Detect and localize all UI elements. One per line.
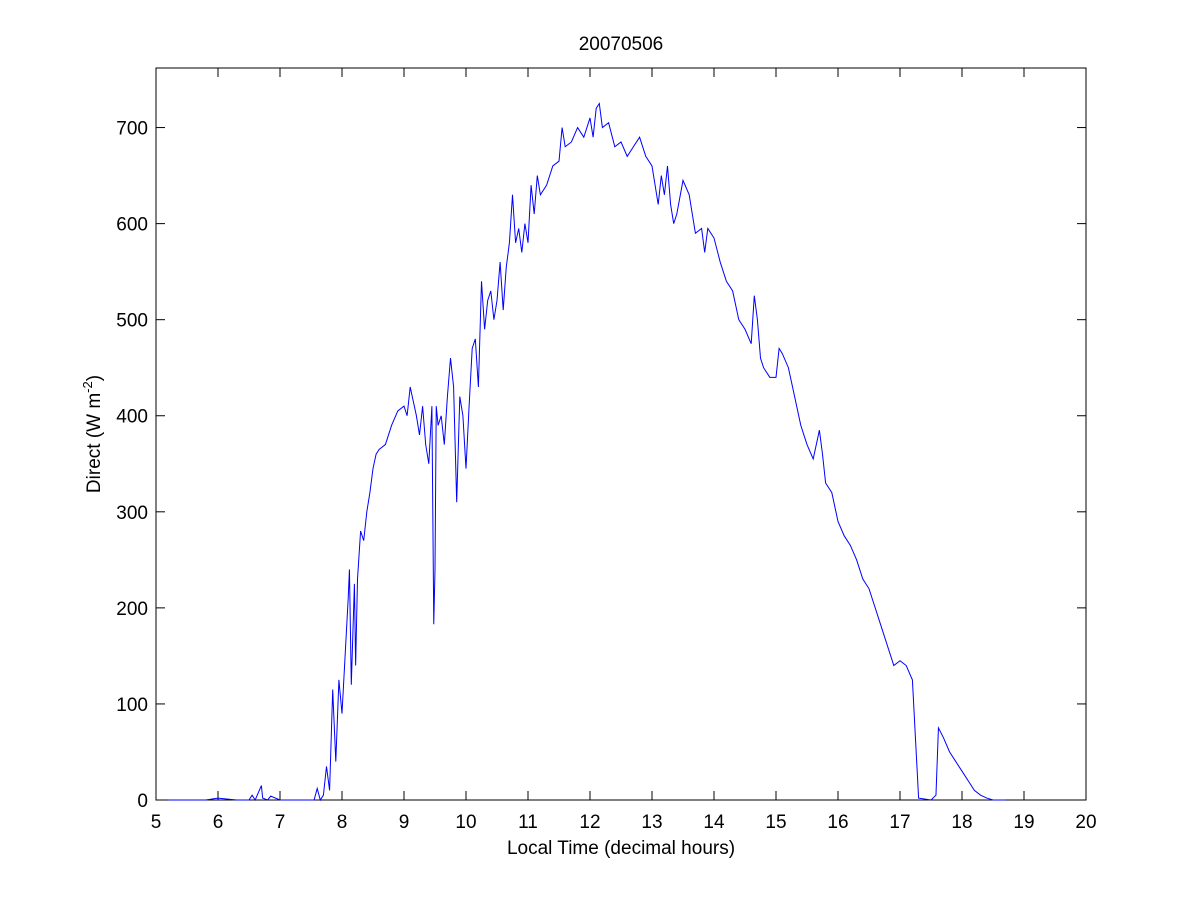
chart-title: 20070506 bbox=[579, 34, 664, 55]
x-tick-label: 15 bbox=[765, 812, 786, 833]
x-tick-label: 19 bbox=[1013, 812, 1034, 833]
x-tick-label: 11 bbox=[518, 812, 538, 833]
x-tick-label: 13 bbox=[641, 812, 662, 833]
y-tick-label: 200 bbox=[116, 599, 148, 620]
x-tick-label: 9 bbox=[399, 812, 410, 833]
y-tick-label: 500 bbox=[116, 311, 148, 332]
y-label-end: ) bbox=[84, 375, 105, 381]
y-tick-label: 400 bbox=[116, 407, 148, 428]
plot-box bbox=[155, 67, 1087, 801]
x-tick-label: 5 bbox=[151, 812, 162, 833]
y-tick-label: 0 bbox=[137, 791, 148, 812]
y-tick-label: 600 bbox=[116, 215, 148, 236]
y-tick-label: 100 bbox=[116, 695, 148, 716]
y-axis-label: Direct (W m-2) bbox=[80, 375, 105, 493]
y-label-main: Direct (W m bbox=[84, 393, 105, 493]
x-tick-label: 8 bbox=[337, 812, 348, 833]
x-tick-label: 14 bbox=[703, 812, 725, 833]
x-axis-label: Local Time (decimal hours) bbox=[507, 838, 735, 859]
y-label-sup: -2 bbox=[80, 381, 95, 393]
x-tick-label: 10 bbox=[455, 812, 476, 833]
x-tick-label: 12 bbox=[579, 812, 600, 833]
x-tick-label: 7 bbox=[275, 812, 286, 833]
x-tick-label: 18 bbox=[951, 812, 972, 833]
x-tick-label: 6 bbox=[213, 812, 224, 833]
y-tick-label: 300 bbox=[116, 503, 148, 524]
data-line bbox=[168, 102, 1006, 802]
x-tick-label: 16 bbox=[827, 812, 848, 833]
x-tick-label: 20 bbox=[1075, 812, 1096, 833]
y-tick-label: 700 bbox=[116, 119, 148, 140]
x-tick-label: 17 bbox=[889, 812, 910, 833]
